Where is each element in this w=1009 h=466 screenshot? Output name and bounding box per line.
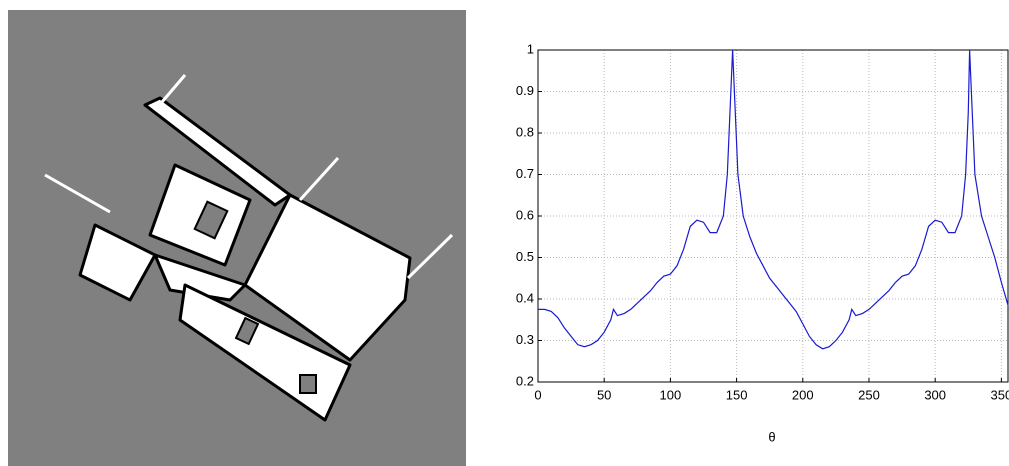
map-background — [8, 10, 466, 466]
y-tick-label: 0.5 — [516, 249, 534, 264]
y-tick-label: 0.2 — [516, 373, 534, 388]
y-tick-label: 0.4 — [516, 290, 534, 305]
figure: 0.2 0.3 0.4 0.5 0.6 0.7 0.8 0.9 1 0 50 100 150 200 250… — [0, 0, 1009, 466]
occupancy-map — [8, 10, 466, 466]
y-tick-label: 0.8 — [516, 124, 534, 139]
map-obstacle — [300, 375, 316, 393]
y-tick-label: 0.3 — [516, 332, 534, 347]
y-tick-label: 0.9 — [516, 83, 534, 98]
x-tick-label: 350 — [991, 387, 1009, 402]
x-tick-label: 300 — [924, 387, 946, 402]
y-tick-label: 0.6 — [516, 207, 534, 222]
x-tick-label: 150 — [726, 387, 748, 402]
x-axis-label: θ — [768, 429, 775, 444]
y-tick-label: 1 — [527, 41, 534, 56]
x-tick-label: 50 — [597, 387, 611, 402]
x-tick-label: 0 — [534, 387, 541, 402]
y-tick-label: 0.7 — [516, 166, 534, 181]
x-tick-label: 250 — [858, 387, 880, 402]
x-tick-label: 200 — [792, 387, 814, 402]
x-tick-label: 100 — [660, 387, 682, 402]
